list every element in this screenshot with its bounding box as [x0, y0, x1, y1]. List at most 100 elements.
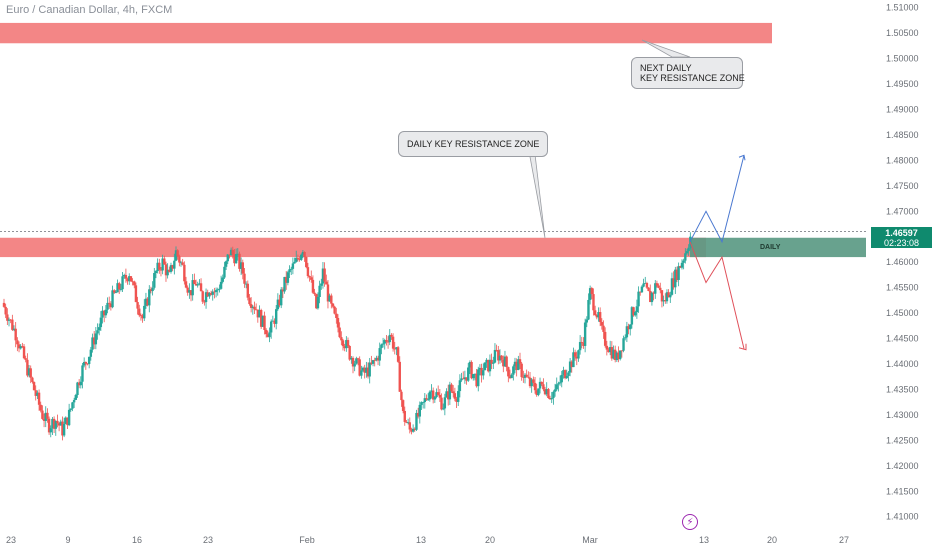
candle [46, 412, 49, 419]
price-tick-label: 1.48500 [886, 130, 919, 140]
candle [485, 359, 488, 363]
next-daily-zone-callout[interactable]: NEXT DAILY KEY RESISTANCE ZONE [631, 57, 745, 89]
candle [316, 296, 320, 309]
time-tick-label: 23 [6, 535, 16, 545]
candle [413, 428, 416, 430]
candle [598, 312, 602, 323]
candle [273, 320, 276, 324]
candle [239, 262, 243, 269]
candle [126, 278, 129, 282]
candle [278, 299, 281, 306]
candle [587, 299, 590, 320]
candle [687, 247, 690, 252]
daily-zone-callout[interactable]: DAILY KEY RESISTANCE ZONE [398, 131, 549, 157]
candle [406, 422, 410, 424]
candle [538, 381, 542, 389]
candle [622, 338, 625, 351]
candle [285, 276, 288, 283]
candle [82, 361, 86, 366]
time-tick-label: 20 [485, 535, 495, 545]
candle [39, 404, 42, 411]
candle [376, 357, 380, 361]
candle [325, 281, 328, 285]
last-price-tag[interactable]: 1.46597 02:23:08 [871, 227, 932, 248]
candle [154, 271, 158, 274]
time-axis[interactable]: 23 9 16 23 Feb 13 20 Mar 13 20 27 [6, 535, 849, 545]
candle [396, 347, 400, 362]
price-tick-label: 1.41500 [886, 486, 919, 496]
candle [358, 359, 361, 376]
candle [607, 349, 610, 353]
candle [457, 391, 460, 402]
candle [116, 283, 119, 293]
candle [420, 402, 423, 405]
candle [430, 390, 433, 392]
candle [595, 315, 599, 318]
candle [513, 361, 517, 367]
candle [269, 321, 273, 333]
candle [578, 341, 582, 351]
candle [191, 280, 194, 296]
price-tick-label: 1.45500 [886, 283, 919, 293]
candle [111, 290, 114, 308]
bar-countdown: 02:23:08 [883, 238, 920, 248]
price-tick-label: 1.48000 [886, 155, 919, 165]
arrow-up-head [738, 154, 746, 161]
candle [553, 389, 557, 392]
daily-zone-label: DAILY [760, 244, 781, 251]
candle [209, 293, 213, 295]
price-axis[interactable]: 1.51000 1.50500 1.50000 1.49500 1.49000 1.485… [886, 3, 919, 522]
callout-line-1: NEXT DAILY [640, 63, 692, 73]
price-tick-label: 1.41000 [886, 512, 919, 522]
candle [198, 283, 201, 285]
candle [94, 333, 98, 345]
candle [575, 356, 578, 359]
candle [523, 374, 527, 378]
candle [256, 309, 260, 318]
candle [164, 264, 168, 276]
candle [340, 337, 343, 341]
candle [102, 310, 106, 316]
candle [271, 320, 275, 322]
candle [642, 283, 645, 287]
candle [520, 363, 523, 378]
candle [106, 302, 109, 310]
candle [99, 317, 103, 328]
candle [567, 372, 570, 376]
candle [248, 297, 251, 305]
candle [627, 326, 630, 330]
candle [109, 303, 113, 308]
candle [649, 290, 652, 303]
candle [543, 389, 547, 395]
resistance-zone [0, 237, 706, 258]
candle [533, 382, 537, 391]
candle [403, 410, 406, 422]
candle [51, 418, 54, 429]
candle [665, 292, 669, 302]
candle [178, 256, 181, 263]
candle [515, 361, 518, 371]
candle [69, 408, 72, 410]
candle [527, 376, 530, 378]
candle [19, 346, 22, 349]
candle [44, 412, 47, 421]
candle [193, 280, 196, 285]
projection-up-line [689, 155, 745, 244]
candle [395, 347, 398, 350]
candle [557, 383, 560, 385]
lightning-icon[interactable]: ⚡ [682, 514, 698, 530]
candle [310, 277, 313, 280]
candle [478, 367, 482, 370]
candle [343, 346, 346, 349]
candle [266, 334, 270, 338]
candle [283, 276, 286, 292]
candle [203, 301, 206, 303]
time-tick-label: Mar [582, 535, 598, 545]
candle [246, 283, 250, 298]
candle [311, 279, 315, 293]
candle [356, 358, 360, 360]
candle [428, 391, 432, 400]
candle [24, 358, 27, 360]
candle [214, 290, 218, 293]
